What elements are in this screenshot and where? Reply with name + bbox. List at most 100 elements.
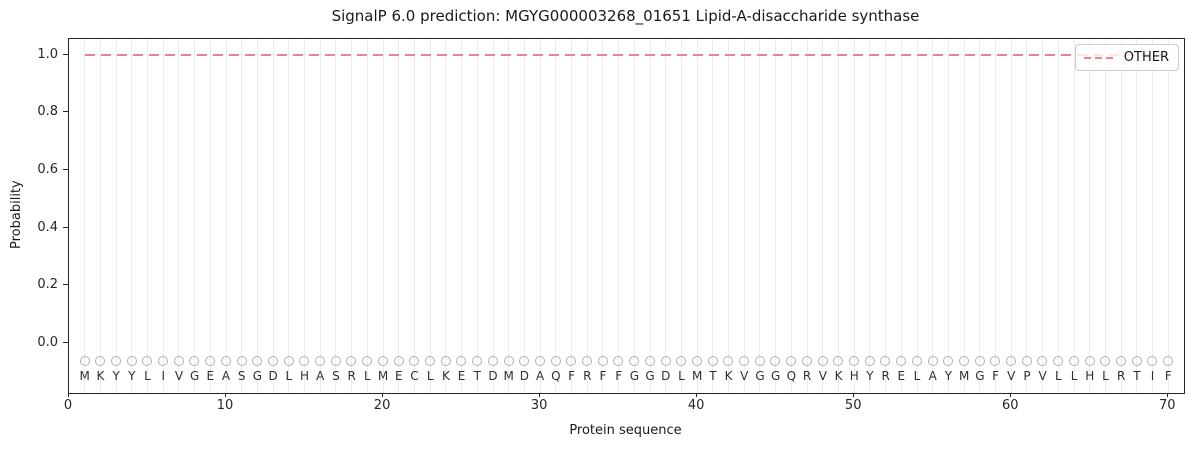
- sequence-letter: L: [1070, 369, 1078, 384]
- gridline: [1104, 39, 1106, 393]
- gridline: [916, 39, 918, 393]
- gridline: [1089, 39, 1091, 393]
- sequence-letter: G: [975, 369, 985, 384]
- sequence-letter: H: [849, 369, 859, 384]
- sequence-letter: L: [426, 369, 434, 384]
- sequence-letter: G: [771, 369, 781, 384]
- residue-marker: [299, 355, 310, 366]
- gridline: [209, 39, 211, 393]
- x-tick-label: 20: [373, 398, 391, 413]
- sequence-letter: R: [347, 369, 356, 384]
- gridline: [963, 39, 965, 393]
- legend: OTHER: [1074, 44, 1179, 71]
- sequence-letter: K: [96, 369, 105, 384]
- residue-marker: [833, 355, 844, 366]
- y-tick-label: 0.2: [37, 277, 58, 293]
- residue-marker: [911, 355, 922, 366]
- gridline: [162, 39, 164, 393]
- sequence-letter: A: [928, 369, 937, 384]
- sequence-letter: L: [913, 369, 921, 384]
- gridline: [995, 39, 997, 393]
- gridline: [288, 39, 290, 393]
- residue-marker: [660, 355, 671, 366]
- sequence-letter: G: [189, 369, 200, 384]
- gridline: [947, 39, 949, 393]
- x-tick-mark: [68, 393, 69, 397]
- gridline: [775, 39, 777, 393]
- residue-marker: [346, 355, 357, 366]
- gridline: [900, 39, 902, 393]
- residue-marker: [142, 355, 153, 366]
- sequence-letter: I: [1150, 369, 1155, 384]
- sequence-letter: D: [661, 369, 671, 384]
- residue-marker: [1163, 355, 1174, 366]
- gridline: [712, 39, 714, 393]
- gridline: [99, 39, 101, 393]
- gridline: [382, 39, 384, 393]
- residue-marker: [990, 355, 1001, 366]
- gridline: [885, 39, 887, 393]
- residue-marker: [739, 355, 750, 366]
- sequence-letter: A: [316, 369, 325, 384]
- sequence-letter: M: [79, 369, 90, 384]
- residue-marker: [880, 355, 891, 366]
- residue-marker: [472, 355, 483, 366]
- residue-marker: [236, 355, 247, 366]
- gridline: [649, 39, 651, 393]
- residue-marker: [582, 355, 593, 366]
- y-tick-label: 0.8: [37, 104, 58, 120]
- legend-dashed-line-icon: [1083, 56, 1116, 59]
- residue-marker: [550, 355, 561, 366]
- residue-marker: [534, 355, 545, 366]
- y-tick-mark: [63, 168, 68, 170]
- residue-marker: [1131, 355, 1142, 366]
- sequence-letter: E: [457, 369, 466, 384]
- sequence-letter: V: [1038, 369, 1047, 384]
- gridline: [1057, 39, 1059, 393]
- residue-marker: [958, 355, 969, 366]
- sequence-letter: M: [377, 369, 389, 384]
- gridline: [665, 39, 667, 393]
- sequence-letter: Y: [866, 369, 874, 384]
- sequence-letter: E: [394, 369, 403, 384]
- gridline: [398, 39, 400, 393]
- residue-marker: [1100, 355, 1111, 366]
- gridline: [586, 39, 588, 393]
- gridline: [256, 39, 258, 393]
- gridline: [366, 39, 368, 393]
- sequence-letter: A: [221, 369, 231, 384]
- sequence-letter: F: [599, 369, 607, 384]
- gridline: [147, 39, 149, 393]
- gridline: [618, 39, 620, 393]
- sequence-letter: S: [237, 369, 246, 384]
- residue-marker: [519, 355, 530, 366]
- sequence-letter: L: [285, 369, 293, 384]
- sequence-letter: R: [583, 369, 592, 384]
- x-axis-label: Protein sequence: [569, 423, 682, 438]
- gridline: [571, 39, 573, 393]
- gridline: [696, 39, 698, 393]
- residue-marker: [1037, 355, 1048, 366]
- residue-marker: [974, 355, 985, 366]
- sequence-letter: T: [1133, 369, 1141, 384]
- sequence-letter: Y: [112, 369, 120, 384]
- y-tick-mark: [63, 226, 68, 228]
- residue-marker: [1147, 355, 1158, 366]
- sequence-letter: G: [252, 369, 263, 384]
- x-tick-label: 30: [530, 398, 548, 413]
- sequence-letter: T: [709, 369, 717, 384]
- x-tick-mark: [382, 393, 384, 397]
- gridline: [1026, 39, 1028, 393]
- sequence-letter: L: [678, 369, 685, 384]
- gridline: [194, 39, 196, 393]
- gridline: [84, 39, 86, 393]
- residue-marker: [801, 355, 812, 366]
- y-tick-label: 0.4: [37, 219, 58, 235]
- sequence-letter: T: [473, 369, 481, 384]
- x-tick-mark: [853, 393, 855, 397]
- sequence-letter: D: [519, 369, 530, 384]
- sequence-letter: M: [958, 369, 970, 384]
- sequence-letter: M: [503, 369, 514, 384]
- gridline: [555, 39, 557, 393]
- residue-marker: [377, 355, 388, 366]
